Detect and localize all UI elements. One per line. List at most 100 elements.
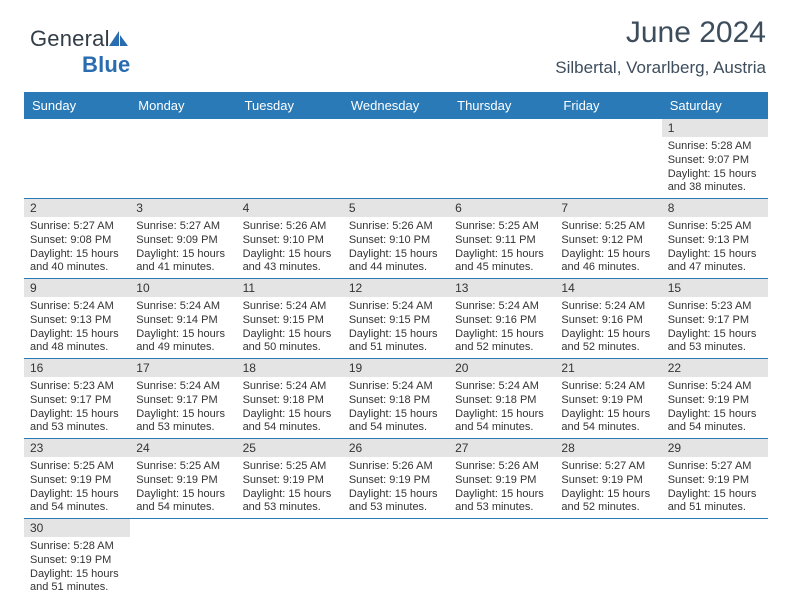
sunrise-text: Sunrise: 5:23 AM (668, 300, 763, 314)
day-number (449, 519, 555, 537)
sunrise-text: Sunrise: 5:27 AM (136, 220, 231, 234)
day-number: 26 (343, 439, 449, 457)
day-number (555, 119, 661, 137)
daylight-text-2: and 45 minutes. (455, 261, 550, 275)
day-number: 3 (130, 199, 236, 217)
day-number (343, 119, 449, 137)
day-number: 18 (237, 359, 343, 377)
day-header: Friday (555, 92, 661, 119)
day-details: Sunrise: 5:27 AMSunset: 9:09 PMDaylight:… (130, 217, 236, 278)
week-row: 30Sunrise: 5:28 AMSunset: 9:19 PMDayligh… (24, 519, 768, 598)
daylight-text-1: Daylight: 15 hours (668, 488, 763, 502)
day-header: Sunday (24, 92, 130, 119)
weeks-container: 1Sunrise: 5:28 AMSunset: 9:07 PMDaylight… (24, 119, 768, 598)
calendar-table: Sunday Monday Tuesday Wednesday Thursday… (24, 92, 768, 598)
daylight-text-2: and 52 minutes. (455, 341, 550, 355)
logo-text-1: General (30, 26, 110, 51)
daylight-text-2: and 51 minutes. (30, 581, 125, 595)
location-subtitle: Silbertal, Vorarlberg, Austria (555, 58, 766, 78)
sunset-text: Sunset: 9:14 PM (136, 314, 231, 328)
day-cell (130, 119, 236, 198)
day-cell (555, 519, 661, 598)
daylight-text-1: Daylight: 15 hours (668, 168, 763, 182)
sunrise-text: Sunrise: 5:24 AM (30, 300, 125, 314)
sunrise-text: Sunrise: 5:25 AM (455, 220, 550, 234)
sunrise-text: Sunrise: 5:27 AM (561, 460, 656, 474)
sunset-text: Sunset: 9:17 PM (668, 314, 763, 328)
sunrise-text: Sunrise: 5:24 AM (349, 300, 444, 314)
day-details: Sunrise: 5:24 AMSunset: 9:19 PMDaylight:… (662, 377, 768, 438)
sunset-text: Sunset: 9:08 PM (30, 234, 125, 248)
day-details: Sunrise: 5:24 AMSunset: 9:13 PMDaylight:… (24, 297, 130, 358)
sunrise-text: Sunrise: 5:24 AM (561, 380, 656, 394)
daylight-text-2: and 54 minutes. (668, 421, 763, 435)
day-number: 12 (343, 279, 449, 297)
week-row: 9Sunrise: 5:24 AMSunset: 9:13 PMDaylight… (24, 279, 768, 359)
day-details: Sunrise: 5:28 AMSunset: 9:07 PMDaylight:… (662, 137, 768, 198)
sunset-text: Sunset: 9:13 PM (30, 314, 125, 328)
day-number: 10 (130, 279, 236, 297)
sunrise-text: Sunrise: 5:28 AM (30, 540, 125, 554)
daylight-text-2: and 53 minutes. (668, 341, 763, 355)
week-row: 23Sunrise: 5:25 AMSunset: 9:19 PMDayligh… (24, 439, 768, 519)
day-cell (449, 519, 555, 598)
sunrise-text: Sunrise: 5:24 AM (243, 300, 338, 314)
day-details: Sunrise: 5:24 AMSunset: 9:14 PMDaylight:… (130, 297, 236, 358)
day-header: Wednesday (343, 92, 449, 119)
sunset-text: Sunset: 9:19 PM (561, 474, 656, 488)
daylight-text-1: Daylight: 15 hours (30, 328, 125, 342)
day-number (24, 119, 130, 137)
sunrise-text: Sunrise: 5:26 AM (349, 220, 444, 234)
day-cell (449, 119, 555, 198)
day-number (555, 519, 661, 537)
sunset-text: Sunset: 9:19 PM (668, 474, 763, 488)
day-cell: 16Sunrise: 5:23 AMSunset: 9:17 PMDayligh… (24, 359, 130, 438)
day-cell: 21Sunrise: 5:24 AMSunset: 9:19 PMDayligh… (555, 359, 661, 438)
day-cell: 4Sunrise: 5:26 AMSunset: 9:10 PMDaylight… (237, 199, 343, 278)
day-number: 5 (343, 199, 449, 217)
daylight-text-2: and 46 minutes. (561, 261, 656, 275)
sunset-text: Sunset: 9:19 PM (30, 554, 125, 568)
day-cell: 23Sunrise: 5:25 AMSunset: 9:19 PMDayligh… (24, 439, 130, 518)
daylight-text-1: Daylight: 15 hours (136, 248, 231, 262)
sunrise-text: Sunrise: 5:24 AM (668, 380, 763, 394)
day-number: 30 (24, 519, 130, 537)
daylight-text-2: and 54 minutes. (136, 501, 231, 515)
day-cell: 2Sunrise: 5:27 AMSunset: 9:08 PMDaylight… (24, 199, 130, 278)
day-header: Tuesday (237, 92, 343, 119)
sunrise-text: Sunrise: 5:26 AM (349, 460, 444, 474)
day-details: Sunrise: 5:24 AMSunset: 9:19 PMDaylight:… (555, 377, 661, 438)
daylight-text-2: and 53 minutes. (136, 421, 231, 435)
day-number: 15 (662, 279, 768, 297)
sunset-text: Sunset: 9:09 PM (136, 234, 231, 248)
day-number: 16 (24, 359, 130, 377)
day-number (237, 119, 343, 137)
day-number: 4 (237, 199, 343, 217)
sunset-text: Sunset: 9:16 PM (455, 314, 550, 328)
day-cell: 24Sunrise: 5:25 AMSunset: 9:19 PMDayligh… (130, 439, 236, 518)
daylight-text-2: and 40 minutes. (30, 261, 125, 275)
daylight-text-1: Daylight: 15 hours (349, 248, 444, 262)
day-number: 7 (555, 199, 661, 217)
day-cell: 27Sunrise: 5:26 AMSunset: 9:19 PMDayligh… (449, 439, 555, 518)
daylight-text-2: and 53 minutes. (455, 501, 550, 515)
sunrise-text: Sunrise: 5:28 AM (668, 140, 763, 154)
week-row: 1Sunrise: 5:28 AMSunset: 9:07 PMDaylight… (24, 119, 768, 199)
day-cell: 14Sunrise: 5:24 AMSunset: 9:16 PMDayligh… (555, 279, 661, 358)
day-header: Monday (130, 92, 236, 119)
sunrise-text: Sunrise: 5:24 AM (349, 380, 444, 394)
daylight-text-2: and 41 minutes. (136, 261, 231, 275)
sunrise-text: Sunrise: 5:26 AM (455, 460, 550, 474)
daylight-text-1: Daylight: 15 hours (243, 328, 338, 342)
day-number: 14 (555, 279, 661, 297)
daylight-text-1: Daylight: 15 hours (136, 488, 231, 502)
daylight-text-2: and 43 minutes. (243, 261, 338, 275)
daylight-text-1: Daylight: 15 hours (561, 248, 656, 262)
daylight-text-1: Daylight: 15 hours (243, 248, 338, 262)
day-number: 24 (130, 439, 236, 457)
day-details: Sunrise: 5:26 AMSunset: 9:19 PMDaylight:… (449, 457, 555, 518)
day-details: Sunrise: 5:27 AMSunset: 9:19 PMDaylight:… (555, 457, 661, 518)
daylight-text-2: and 51 minutes. (668, 501, 763, 515)
daylight-text-1: Daylight: 15 hours (561, 328, 656, 342)
day-number: 27 (449, 439, 555, 457)
